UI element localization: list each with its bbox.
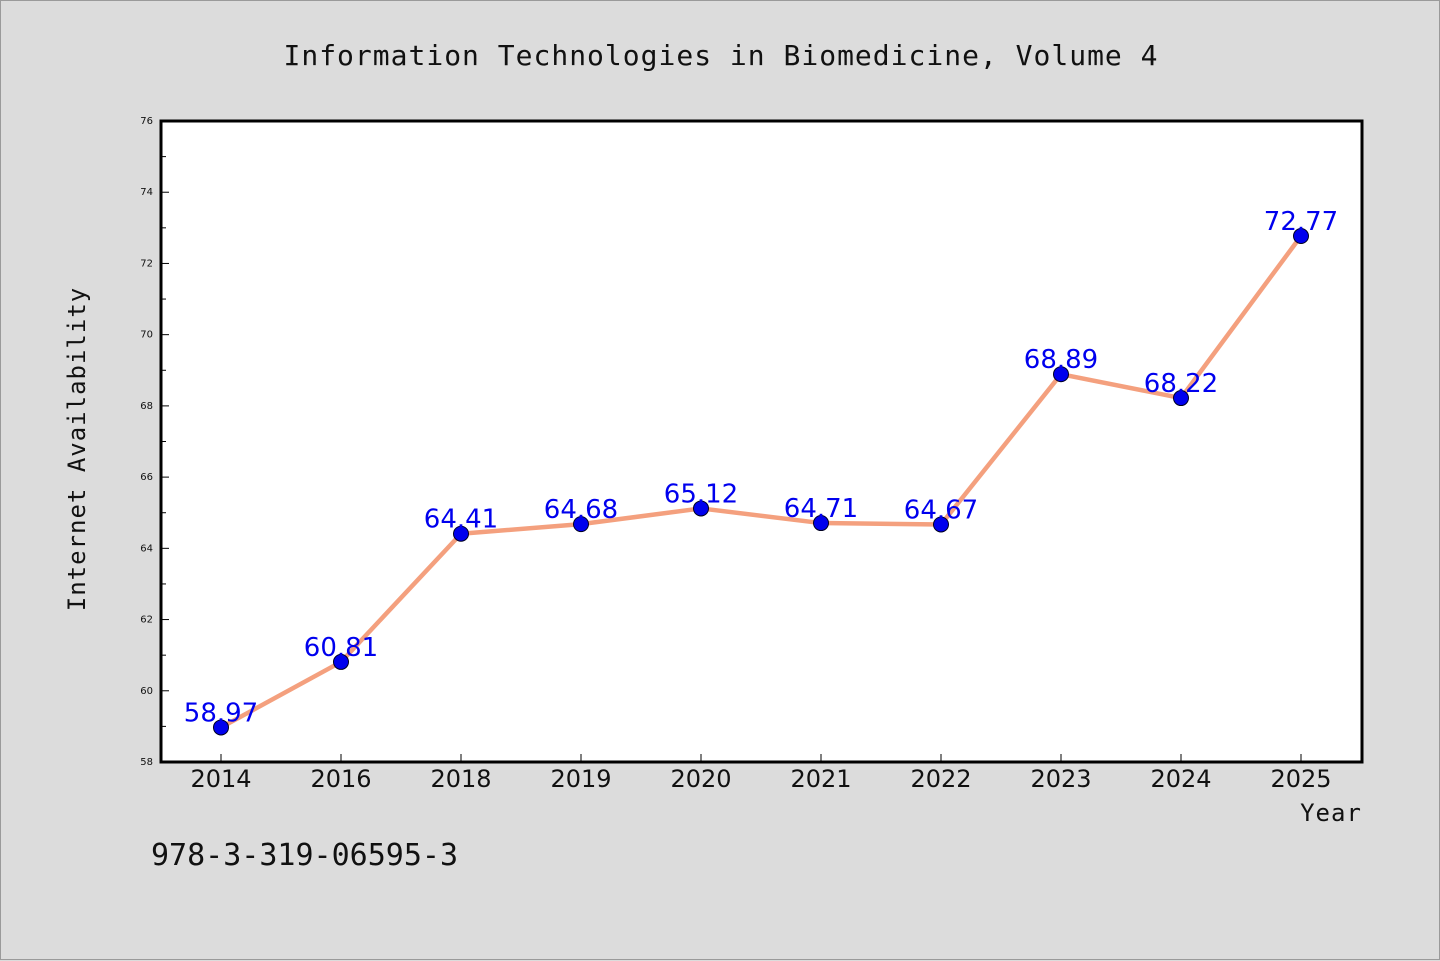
y-tick-label: 72	[140, 258, 153, 269]
y-axis-ticks: 58 60 62 64 66 68 70 72 74 76	[140, 116, 169, 768]
data-label: 65.12	[664, 479, 738, 509]
x-tick-label: 2023	[1030, 765, 1091, 793]
x-axis-ticks: 2014 2016 2018 2019 2020 2021 2022 2023 2024 2025	[190, 754, 1332, 793]
data-point	[453, 525, 469, 542]
x-tick-label: 2016	[310, 765, 371, 793]
data-label: 64.68	[544, 495, 618, 525]
x-tick-label: 2019	[550, 765, 611, 793]
plot-area	[159, 119, 1364, 764]
series-line	[219, 234, 1303, 730]
x-tick-label: 2021	[790, 765, 851, 793]
data-point	[573, 516, 589, 533]
data-point	[813, 515, 829, 532]
x-tick-label: 2022	[910, 765, 971, 793]
data-label: 58.97	[184, 698, 258, 728]
y-tick-label: 74	[140, 187, 153, 198]
y-tick-label: 64	[140, 543, 153, 554]
x-tick-label: 2020	[670, 765, 731, 793]
data-label: 68.89	[1024, 345, 1098, 375]
data-markers	[213, 228, 1309, 736]
y-axis-title: Internet Availability	[63, 287, 91, 611]
data-point	[1173, 390, 1189, 407]
y-tick-label: 62	[140, 615, 153, 626]
data-label: 64.71	[784, 494, 858, 524]
data-label: 64.41	[424, 505, 498, 535]
x-tick-label: 2025	[1270, 765, 1331, 793]
x-axis-title: Year	[1300, 799, 1362, 827]
y-tick-label: 60	[140, 686, 153, 697]
data-labels: 58.97 60.81 64.41 64.68 65.12 64.71 64.67 68.89…	[184, 207, 1338, 728]
y-tick-label: 66	[140, 472, 153, 483]
data-point	[1053, 366, 1069, 383]
x-tick-label: 2014	[190, 765, 251, 793]
y-tick-label: 76	[140, 116, 153, 127]
data-label: 64.67	[904, 495, 978, 525]
data-label: 68.22	[1144, 369, 1218, 399]
data-point	[693, 500, 709, 517]
x-tick-label: 2018	[430, 765, 491, 793]
data-point	[213, 719, 229, 736]
data-label: 72.77	[1264, 207, 1338, 237]
data-label: 60.81	[304, 633, 378, 663]
y-tick-label: 58	[140, 757, 153, 768]
data-point	[333, 653, 349, 670]
y-tick-label: 70	[140, 330, 153, 341]
x-tick-label: 2024	[1150, 765, 1211, 793]
y-tick-label: 68	[140, 401, 153, 412]
chart-title: Information Technologies in Biomedicine,…	[283, 39, 1158, 72]
data-point	[933, 516, 949, 533]
data-point	[1293, 228, 1309, 245]
isbn-text: 978-3-319-06595-3	[151, 838, 458, 873]
